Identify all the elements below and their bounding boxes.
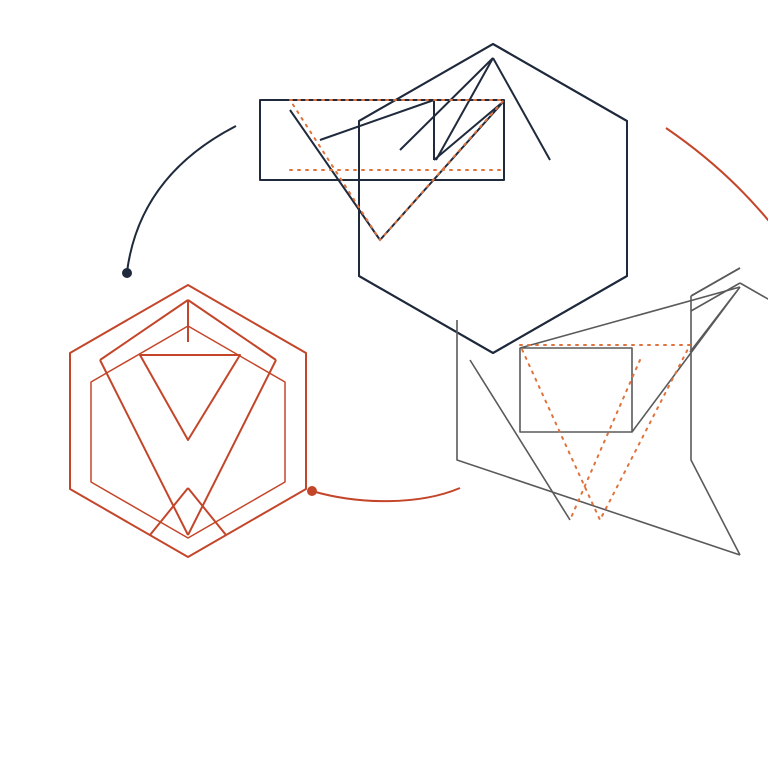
rust-bottom-arc-endpoint — [307, 486, 317, 496]
rust-connector-arc — [665, 127, 768, 222]
gray-triangle-lines — [469, 286, 741, 521]
gray-hexagon-figure — [456, 267, 768, 556]
rust-inner-hexagon — [90, 325, 286, 539]
gray-hexagon-shape — [690, 282, 768, 312]
navy-hexagon-figure — [259, 43, 628, 354]
navy-triangle-down — [289, 100, 505, 241]
rust-hexagon-figure — [69, 284, 307, 558]
navy-inner-frame — [259, 99, 505, 181]
dotted-gray-triangle — [518, 344, 692, 523]
dotted-guides — [288, 99, 692, 523]
dotted-navy-triangle — [288, 99, 507, 242]
navy-hexagon-shape — [358, 43, 628, 354]
rust-bottom-arc — [311, 487, 461, 503]
rust-triangle-lines — [99, 299, 277, 536]
navy-connector-arc — [126, 125, 237, 273]
connector-arcs — [122, 125, 768, 503]
rust-outer-hexagon — [69, 284, 307, 558]
navy-triangle-up — [435, 57, 551, 161]
navy-triangle-side — [319, 57, 494, 151]
navy-arc-endpoint — [122, 268, 132, 278]
